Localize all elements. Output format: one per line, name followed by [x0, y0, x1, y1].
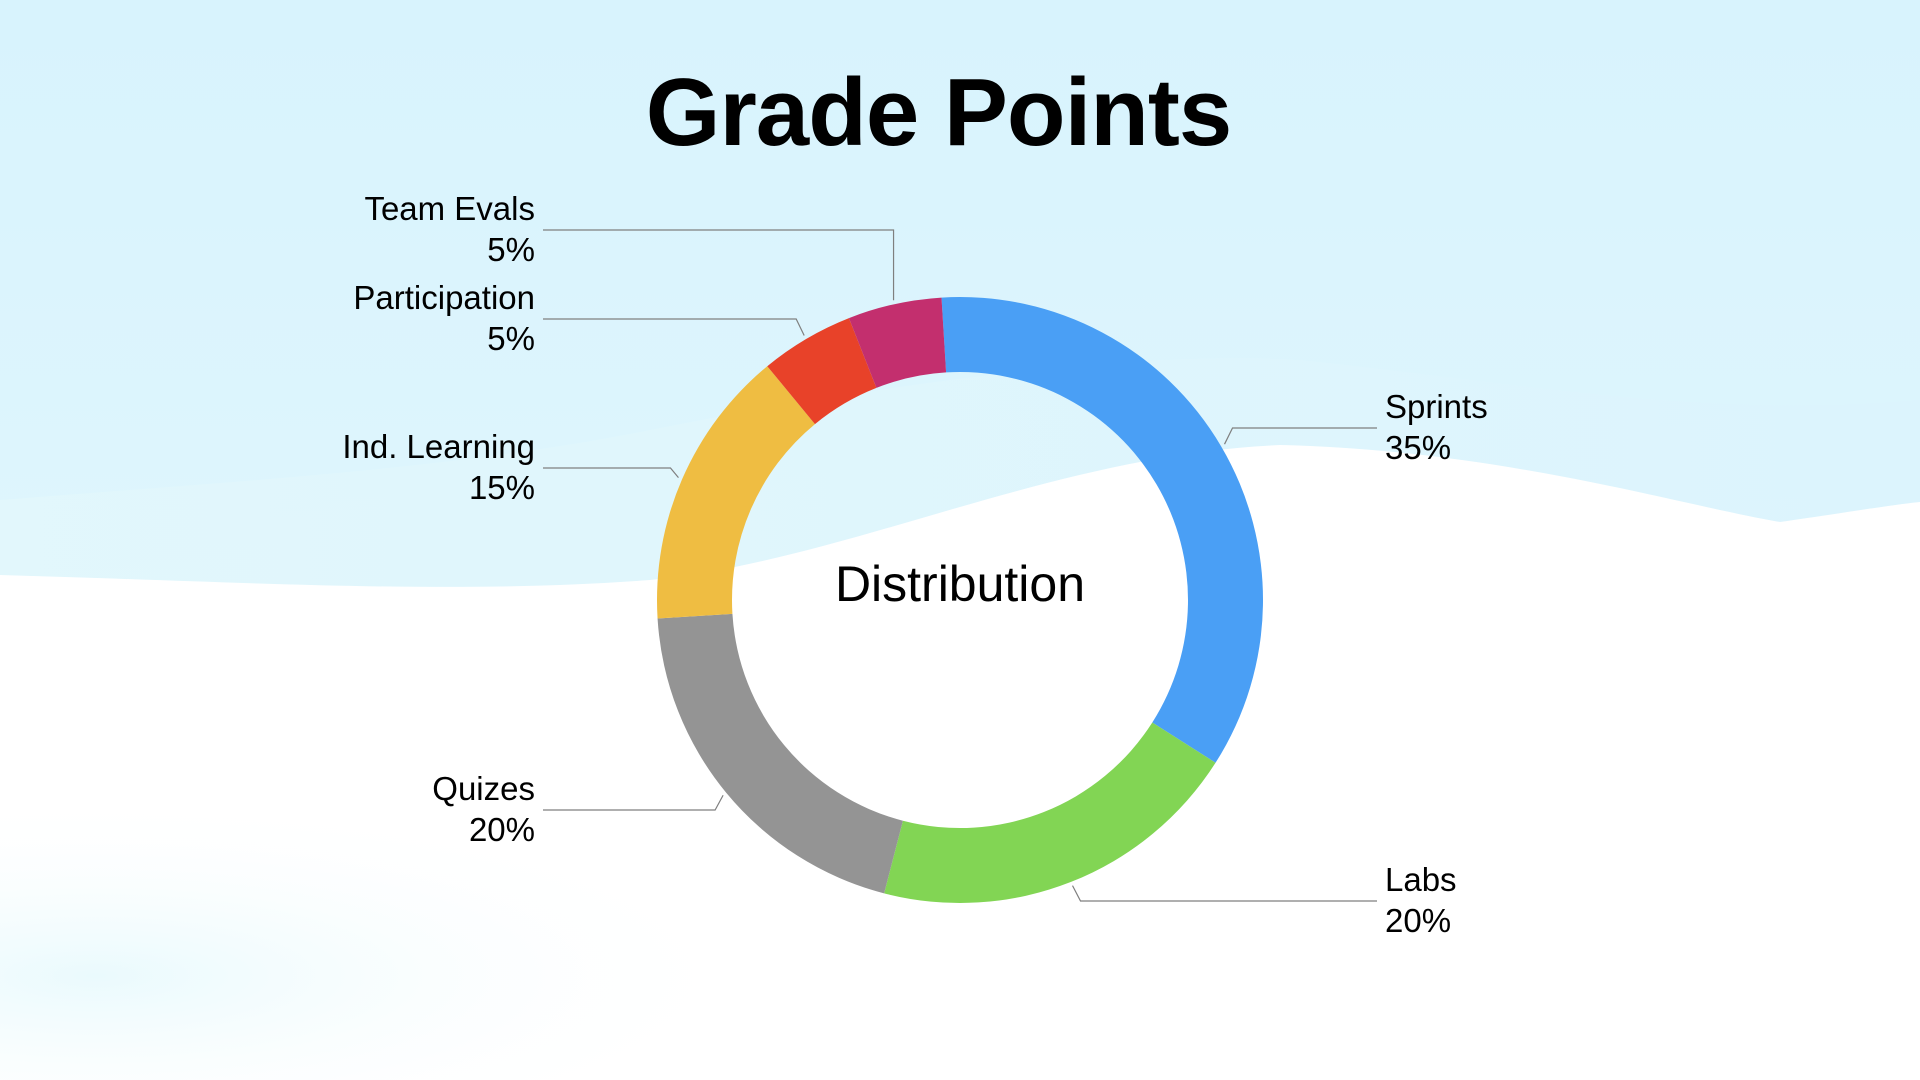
leader-line-labs — [1071, 885, 1377, 902]
slice-value-quizes: 20% — [469, 811, 535, 848]
fog — [0, 560, 1920, 1080]
slice-label-team-evals: Team Evals — [364, 190, 535, 227]
chart-title: Grade Points — [645, 59, 1232, 166]
leader-line-ind-learning — [543, 467, 679, 478]
leader-line-participation — [543, 318, 805, 336]
slices — [657, 297, 1263, 903]
slice-team-evals — [848, 297, 947, 388]
leader-line-team-evals — [543, 229, 895, 301]
center-label: Distribution — [835, 556, 1085, 612]
leader-lines — [543, 229, 1377, 902]
leader-line-quizes — [543, 794, 724, 811]
slice-value-team-evals: 5% — [487, 231, 535, 268]
slice-value-labs: 20% — [1385, 902, 1451, 939]
slice-labs — [884, 722, 1216, 903]
slice-label-ind-learning: Ind. Learning — [342, 428, 535, 465]
slice-value-ind-learning: 15% — [469, 469, 535, 506]
slice-labels: Sprints 35% Labs 20% Quizes 20% Ind. Learning 1… — [342, 190, 1487, 939]
slice-ind-learning — [657, 366, 815, 619]
slice-participation — [767, 318, 877, 425]
slice-quizes — [657, 613, 903, 894]
slice-label-labs: Labs — [1385, 861, 1457, 898]
slice-value-sprints: 35% — [1385, 429, 1451, 466]
slice-label-participation: Participation — [353, 279, 535, 316]
slice-label-sprints: Sprints — [1385, 388, 1488, 425]
slice-label-quizes: Quizes — [432, 770, 535, 807]
slice-sprints — [941, 297, 1263, 763]
leader-line-sprints — [1223, 427, 1377, 445]
slice-value-participation: 5% — [487, 320, 535, 357]
